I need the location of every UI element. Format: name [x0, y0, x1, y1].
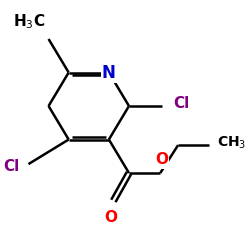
Text: CH$_3$: CH$_3$	[217, 135, 246, 151]
Text: N: N	[102, 64, 116, 82]
Text: Cl: Cl	[3, 159, 20, 174]
Text: H$_3$C: H$_3$C	[13, 12, 45, 31]
Text: Cl: Cl	[174, 96, 190, 111]
Text: O: O	[104, 210, 118, 225]
Text: O: O	[155, 152, 168, 168]
